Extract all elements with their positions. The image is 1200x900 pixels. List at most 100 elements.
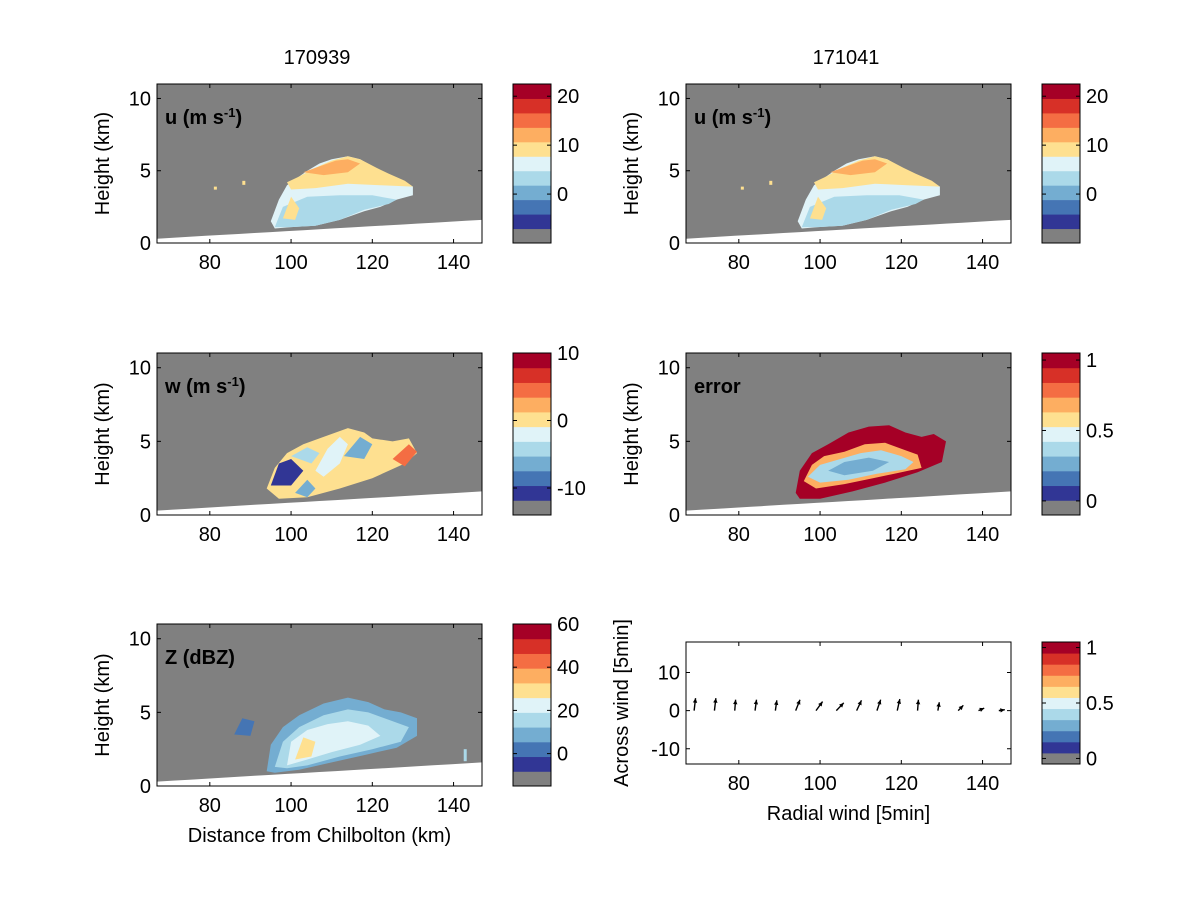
colorbar-tick-label: 10 [557,135,579,157]
colorbar-segment [1042,686,1080,698]
y-tick-label: 0 [140,776,151,798]
field-region [295,479,316,498]
wind-arrowhead [877,699,882,705]
wind-arrowhead [958,705,964,711]
colorbar-segment [513,727,551,743]
wind-arrowhead [818,701,823,707]
colorbar-segment [513,141,551,157]
x-tick-label: 80 [728,252,750,274]
y-tick-label: 10 [658,88,680,110]
x-tick-label: 140 [966,252,999,274]
x-tick-label: 100 [803,773,836,795]
y-tick-label: 0 [140,505,151,527]
colorbar-segment [513,367,551,383]
colorbar-segment [513,500,551,516]
y-tick-label: 10 [129,629,151,651]
colorbar-tick-label: 0.5 [1086,693,1114,715]
colorbar-segment [513,741,551,758]
colorbar-segment [513,199,551,215]
colorbar-segment [1042,397,1080,413]
y-tick-label: 0 [140,233,151,255]
colorbar-segment [513,756,551,772]
y-tick-label: 10 [658,663,680,685]
colorbar-tick-label: 0 [1086,184,1097,206]
wind-arrowhead [774,700,779,706]
panel-label: u (m s-1) [165,105,242,130]
colorbar-tick-label: 0 [557,744,568,766]
x-tick-label: 140 [437,252,470,274]
colorbar-tick-label: 1 [1086,638,1097,660]
plot-area [157,624,482,786]
colorbar-box [512,83,552,244]
colorbar-segment [1042,653,1080,665]
y-axis-label: Height (km) [92,382,114,485]
y-axis-label: Height (km) [621,112,643,215]
colorbar-segment [1042,156,1080,172]
colorbar-segment [1042,170,1080,186]
y-axis-label: Across wind [5min] [611,619,633,787]
ground-mask [686,491,1011,515]
colorbar-box [512,623,552,787]
wind-arrowhead [915,699,921,705]
field-region [343,436,373,459]
field-region [291,447,320,464]
colorbar-tick-label: 0.5 [1086,420,1114,442]
field-region [303,159,361,176]
colorbar-segment [513,84,551,99]
colorbar-segment [1042,719,1080,732]
y-axis-label: Height (km) [92,653,114,756]
axes-box [156,623,483,787]
wind-arrowhead [979,707,985,712]
colorbar-tick-label: 0 [1086,491,1097,513]
colorbar-segment [513,771,551,787]
colorbar-segment [513,456,551,472]
colorbar-segment [513,382,551,398]
x-tick-label: 100 [803,252,836,274]
wind-arrowhead [1000,708,1005,713]
x-axis-label: Distance from Chilbolton (km) [188,825,451,847]
y-axis-label: Height (km) [92,112,114,215]
colorbar-tick-label: 0 [1086,748,1097,770]
colorbar-segment [1042,185,1080,201]
colorbar-box [1041,352,1081,516]
colorbar-segment [513,653,551,669]
y-tick-label: 0 [669,701,680,723]
field-region [830,159,888,176]
colorbar-segment [1042,664,1080,676]
colorbar-segment [513,712,551,728]
y-axis-label: Height (km) [621,382,643,485]
colorbar-segment [1042,456,1080,472]
field-region [295,737,316,760]
colorbar-tick-label: 0 [557,411,568,433]
x-tick-label: 140 [437,795,470,817]
wind-arrowhead [936,702,941,708]
colorbar-segment [1042,353,1080,369]
x-tick-label: 100 [274,795,307,817]
ground-mask [157,491,482,515]
colorbar-tick-label: 10 [1086,135,1108,157]
colorbar-segment [513,397,551,413]
column-title: 171041 [813,47,880,69]
x-tick-label: 100 [803,524,836,546]
colorbar-segment [513,214,551,230]
colorbar-segment [513,127,551,143]
x-tick-label: 80 [199,252,221,274]
field-region [282,196,300,220]
wind-arrowhead [753,699,759,705]
axes-box [685,83,1012,244]
colorbar-box [512,352,552,516]
y-tick-label: 10 [129,358,151,380]
field-speck [213,186,217,190]
x-tick-label: 120 [885,773,918,795]
colorbar-segment [513,228,551,244]
colorbar-segment [1042,98,1080,114]
colorbar-tick-label: 20 [1086,86,1108,108]
y-tick-label: 5 [669,161,680,183]
plot-area [686,84,1011,243]
field-region [828,457,890,476]
x-tick-label: 120 [356,795,389,817]
colorbar-box [1041,83,1081,244]
